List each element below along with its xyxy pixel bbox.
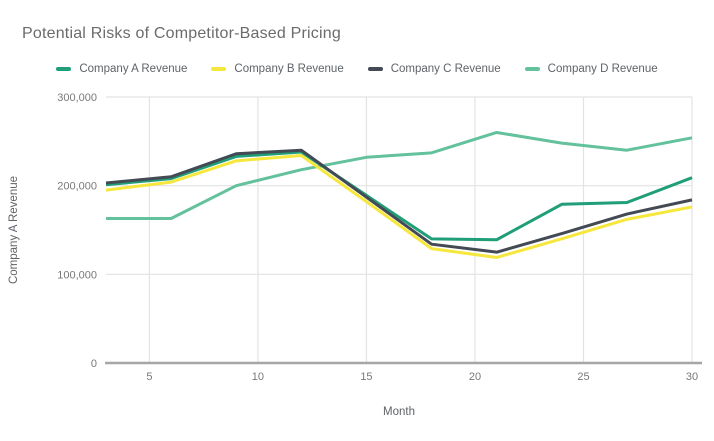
y-axis-title: Company A Revenue [8,175,20,285]
legend-item-company-d-revenue[interactable]: Company D Revenue [524,63,658,75]
x-tick-label-25: 25 [577,371,589,383]
legend-item-company-c-revenue[interactable]: Company C Revenue [367,63,501,75]
x-axis-title: Month [383,406,415,418]
legend-label-company-b-revenue: Company B Revenue [234,63,344,75]
legend-label-company-c-revenue: Company C Revenue [390,63,501,75]
chart-legend: Company A Revenue Company B Revenue Compan… [0,61,714,77]
chart-title: Potential Risks of Competitor-Based Pric… [22,25,341,42]
legend-swatch-company-d-revenue [524,67,540,71]
y-tick-label-300000: 300,000 [57,92,97,104]
legend-swatch-company-b-revenue [211,67,227,71]
y-tick-label-200000: 200,000 [57,181,97,193]
x-tick-label-10: 10 [252,371,264,383]
legend-swatch-company-a-revenue [56,67,72,71]
series-line-company-b-revenue[interactable] [105,154,693,259]
legend-item-company-b-revenue[interactable]: Company B Revenue [211,63,344,75]
x-tick-label-30: 30 [686,371,698,383]
x-tick-label-20: 20 [469,371,481,383]
legend-label-company-d-revenue: Company D Revenue [547,63,658,75]
y-tick-label-0: 0 [91,358,97,370]
x-tick-label-5: 5 [146,371,152,383]
legend-label-company-a-revenue: Company A Revenue [79,63,188,75]
series-line-company-d-revenue[interactable] [106,130,693,220]
legend-swatch-company-c-revenue [367,67,383,71]
series-line-company-a-revenue[interactable] [105,150,693,242]
legend-item-company-a-revenue[interactable]: Company A Revenue [56,63,187,75]
y-tick-label-100000: 100,000 [57,269,97,281]
series-line-company-c-revenue[interactable] [105,148,693,254]
x-tick-label-15: 15 [360,371,372,383]
